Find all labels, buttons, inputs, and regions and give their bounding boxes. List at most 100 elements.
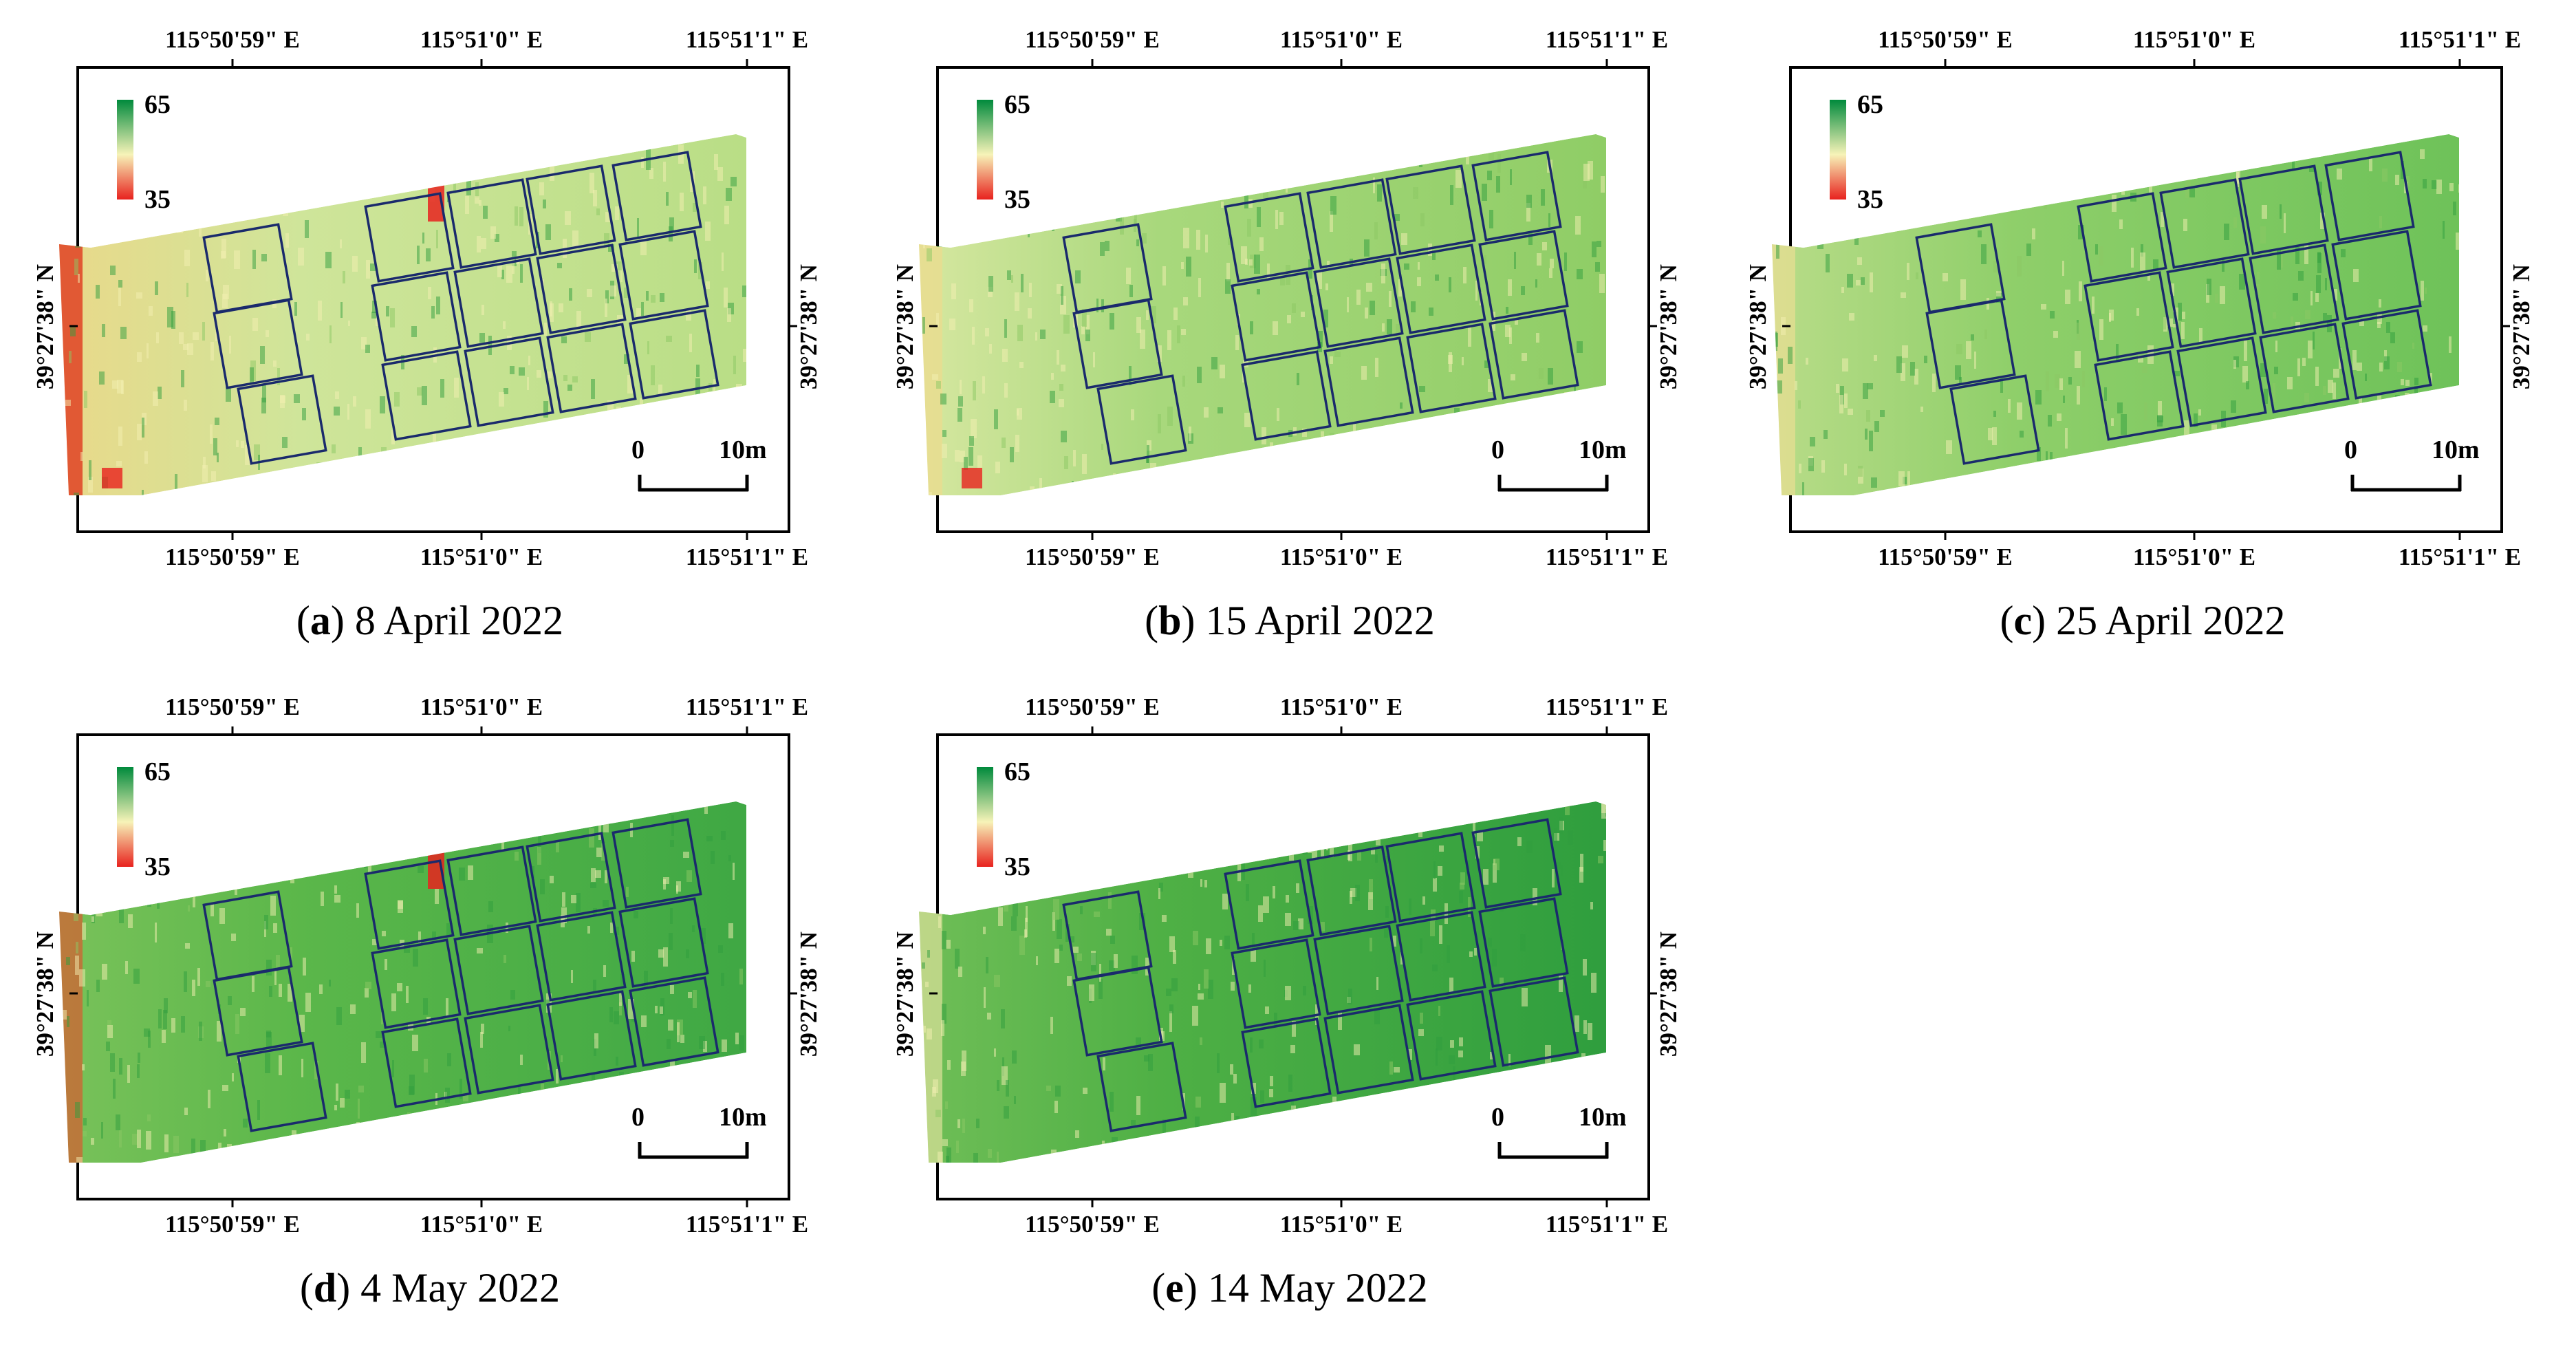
lon-label-bottom: 115°51'1" E [2398, 543, 2522, 570]
lat-label-right: 39°27'38" N [1655, 931, 1682, 1057]
caption-paren-close: ) [1181, 598, 1206, 643]
plot-outline [1231, 271, 1321, 362]
plot-outline [202, 890, 293, 981]
lon-label-top: 115°50'59" E [1878, 26, 2013, 53]
panel-caption: (d) 4 May 2022 [300, 1264, 560, 1312]
scale-bar-start-label: 0 [1491, 1103, 1504, 1132]
plot-outline [546, 990, 637, 1081]
lat-label-right: 39°27'38" N [2508, 263, 2535, 390]
caption-date: 8 April 2022 [354, 598, 564, 643]
plot-outline [1478, 897, 1569, 988]
lon-label-top: 115°51'0" E [2132, 26, 2256, 53]
plot-outline [2094, 350, 2185, 441]
caption-paren-open: ( [1151, 1265, 1166, 1311]
caption-paren-open: ( [1145, 598, 1159, 643]
lon-label-bottom: 115°51'1" E [685, 1211, 809, 1238]
scale-bar-end-label: 10m [1579, 1103, 1627, 1132]
plot-outline [364, 192, 455, 283]
lon-label-top: 115°51'0" E [420, 693, 543, 720]
scale-bar-end-label: 10m [1579, 435, 1627, 464]
map-image-d [59, 726, 797, 1207]
scale-bar [1497, 1142, 1609, 1159]
lat-label-left: 39°27'38" N [891, 931, 919, 1057]
plot-outline [1406, 990, 1497, 1081]
plot-outline [618, 897, 709, 988]
plot-outlines [202, 151, 719, 465]
caption-date: 15 April 2022 [1205, 598, 1435, 643]
plot-outline [1478, 230, 1569, 321]
plot-outlines [202, 818, 719, 1132]
plot-outline [1241, 350, 1332, 441]
lon-label-top: 115°50'59" E [1025, 693, 1160, 720]
plot-outline [2341, 309, 2432, 400]
caption-letter: b [1158, 598, 1182, 643]
caption-paren-open: ( [2000, 598, 2014, 643]
scale-bar-start-label: 0 [631, 1103, 645, 1132]
plot-outline [381, 1017, 472, 1108]
plot-outline [1471, 818, 1562, 909]
plot-outline [1231, 938, 1321, 1029]
caption-date: 14 May 2022 [1207, 1265, 1428, 1311]
plot-outline [546, 323, 637, 413]
map-panel-e: 65 35 0 10m 115°50'59" E 115°50'59" E 115°51'0… [860, 667, 1720, 1335]
lat-label-right: 39°27'38" N [1655, 263, 1682, 390]
map-image-c [1772, 59, 2510, 540]
lat-label-right: 39°27'38" N [795, 263, 823, 390]
plot-outline [1072, 966, 1163, 1057]
plot-outline [2238, 164, 2329, 255]
caption-date: 4 May 2022 [360, 1265, 561, 1311]
plot-outline [1313, 925, 1404, 1015]
plot-outline [1489, 309, 1579, 400]
lon-label-top: 115°50'59" E [1025, 26, 1160, 53]
plot-outline [536, 911, 627, 1002]
plot-outline [2331, 230, 2422, 321]
frame-ticks [929, 726, 1657, 1207]
lon-label-bottom: 115°50'59" E [165, 543, 300, 570]
legend-colorbar [1830, 100, 1846, 200]
plot-outline [1224, 192, 1314, 283]
lon-label-bottom: 115°51'0" E [1279, 1211, 1403, 1238]
scale-bar [638, 475, 749, 492]
lon-label-bottom: 115°51'0" E [1279, 543, 1403, 570]
plot-outline [2077, 192, 2167, 283]
lon-label-bottom: 115°50'59" E [165, 1211, 300, 1238]
legend-max-label: 65 [1004, 757, 1030, 786]
lon-label-top: 115°51'0" E [420, 26, 543, 53]
plot-outline [364, 859, 455, 950]
plot-outline [1062, 223, 1153, 314]
plot-outline [1471, 151, 1562, 241]
plot-outline [2166, 257, 2257, 348]
caption-letter: c [2013, 598, 2033, 643]
plot-outline [1313, 257, 1404, 348]
caption-letter: e [1165, 1265, 1184, 1311]
lat-label-left: 39°27'38" N [891, 263, 919, 390]
plot-outline [611, 818, 702, 909]
lon-label-top: 115°51'1" E [685, 26, 809, 53]
legend-max-label: 65 [144, 757, 171, 786]
map-panel-c: 65 35 0 10m 115°50'59" E 115°50'59" E 115°51'0… [1713, 0, 2573, 667]
plot-outline [618, 230, 709, 321]
plot-outline [446, 178, 537, 269]
plot-outline [464, 1004, 554, 1095]
plot-outline [453, 257, 544, 348]
plot-outline [1385, 164, 1476, 255]
plot-outline [1385, 832, 1476, 923]
legend-max-label: 65 [144, 90, 171, 119]
caption-letter: d [313, 1265, 337, 1311]
lat-label-left: 39°27'38" N [32, 931, 59, 1057]
caption-paren-close: ) [330, 598, 355, 643]
plot-outline [1489, 976, 1579, 1067]
plot-outline [2324, 151, 2415, 241]
caption-paren-open: ( [296, 598, 310, 643]
scale-bar-end-label: 10m [2432, 435, 2480, 464]
plot-outline [1306, 178, 1397, 269]
plot-outline [526, 832, 616, 923]
legend-colorbar [977, 767, 993, 867]
legend-min-label: 35 [1857, 185, 1883, 214]
map-image-b [919, 59, 1657, 540]
lon-label-top: 115°51'1" E [2398, 26, 2522, 53]
plot-outline [464, 336, 554, 427]
lon-label-bottom: 115°50'59" E [1878, 543, 2013, 570]
lon-label-bottom: 115°51'0" E [2132, 543, 2256, 570]
plot-outline [2083, 271, 2174, 362]
